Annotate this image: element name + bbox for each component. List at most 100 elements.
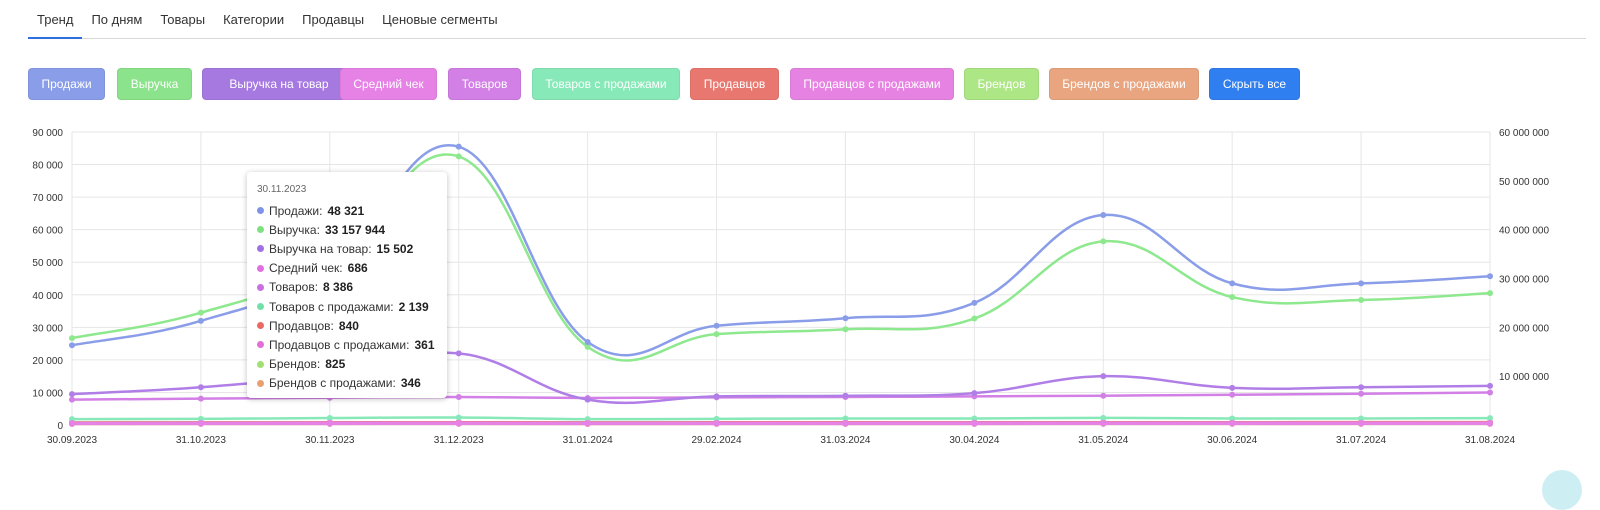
y-left-tick-label: 70 000: [32, 193, 63, 204]
series-dot-icon: [257, 341, 264, 348]
tooltip-value: 48 321: [327, 204, 364, 218]
tooltip-label: Товаров с продажами:: [269, 300, 394, 314]
tooltip-value: 33 157 944: [325, 223, 385, 237]
tooltip-label: Продавцов с продажами:: [269, 338, 409, 352]
tooltip-row: Выручка на товар:15 502: [257, 239, 437, 258]
tooltip-label: Товаров:: [269, 280, 318, 294]
data-point: [842, 420, 848, 426]
series-dot-icon: [257, 284, 264, 291]
data-point: [1358, 384, 1364, 390]
data-point: [198, 318, 204, 324]
tooltip-row: Товаров: 8 386: [257, 278, 437, 297]
series-dot-icon: [257, 361, 264, 368]
x-tick-label: 31.05.2024: [1078, 435, 1128, 446]
data-point: [1487, 273, 1493, 279]
series-dot-icon: [257, 245, 264, 252]
data-point: [69, 391, 75, 397]
series-dot-icon: [257, 265, 264, 272]
y-right-tick-label: 30 000 000: [1499, 275, 1549, 286]
series-dot-icon: [257, 380, 264, 387]
data-point: [69, 342, 75, 348]
x-tick-label: 31.07.2024: [1336, 435, 1386, 446]
data-point: [198, 420, 204, 426]
data-point: [69, 335, 75, 341]
data-point: [456, 153, 462, 159]
tooltip-label: Средний чек:: [269, 261, 343, 275]
x-tick-label: 30.06.2024: [1207, 435, 1257, 446]
tooltip-value: 8 386: [323, 280, 353, 294]
data-point: [971, 420, 977, 426]
data-point: [1100, 420, 1106, 426]
data-point: [971, 390, 977, 396]
y-left-tick-label: 50 000: [32, 258, 63, 269]
data-point: [842, 326, 848, 332]
data-point: [714, 393, 720, 399]
data-point: [198, 384, 204, 390]
data-point: [69, 420, 75, 426]
series-dot-icon: [257, 303, 264, 310]
data-point: [1100, 212, 1106, 218]
y-left-tick-label: 60 000: [32, 226, 63, 237]
tooltip-row: Продажи: 48 321: [257, 201, 437, 220]
data-point: [198, 310, 204, 316]
y-right-tick-label: 60 000 000: [1499, 128, 1549, 139]
data-point: [1487, 420, 1493, 426]
series-dot-icon: [257, 226, 264, 233]
data-point: [456, 144, 462, 150]
data-point: [1100, 238, 1106, 244]
tooltip-value: 825: [325, 357, 345, 371]
chat-bubble-icon[interactable]: [1542, 470, 1582, 510]
data-point: [1487, 383, 1493, 389]
tooltip-row: Средний чек: 686: [257, 259, 437, 278]
data-point: [1229, 294, 1235, 300]
x-tick-label: 31.03.2024: [820, 435, 870, 446]
series-dot-icon: [257, 207, 264, 214]
data-point: [1229, 280, 1235, 286]
y-left-tick-label: 20 000: [32, 356, 63, 367]
series-dot-icon: [257, 322, 264, 329]
data-point: [456, 350, 462, 356]
tooltip-row: Выручка:33 157 944: [257, 220, 437, 239]
data-point: [1100, 393, 1106, 399]
data-point: [198, 396, 204, 402]
data-point: [1229, 420, 1235, 426]
data-point: [1487, 290, 1493, 296]
y-right-tick-label: 20 000 000: [1499, 323, 1549, 334]
data-point: [842, 393, 848, 399]
tooltip-value: 2 139: [399, 300, 429, 314]
data-point: [1358, 391, 1364, 397]
tooltip-label: Выручка на товар:: [269, 242, 372, 256]
y-left-tick-label: 10 000: [32, 388, 63, 399]
tooltip-row: Брендов:825: [257, 355, 437, 374]
data-point: [456, 415, 462, 421]
data-point: [714, 331, 720, 337]
data-point: [456, 420, 462, 426]
data-point: [971, 300, 977, 306]
data-point: [1100, 373, 1106, 379]
tooltip-value: 361: [414, 338, 434, 352]
tooltip-label: Продажи:: [269, 204, 322, 218]
tooltip-row: Брендов с продажами:346: [257, 374, 437, 393]
y-left-tick-label: 90 000: [32, 128, 63, 139]
data-point: [714, 420, 720, 426]
x-tick-label: 29.02.2024: [692, 435, 742, 446]
x-tick-label: 31.10.2023: [176, 435, 226, 446]
tooltip-value: 686: [348, 261, 368, 275]
data-point: [69, 397, 75, 403]
tooltip-row: Товаров с продажами: 2 139: [257, 297, 437, 316]
y-left-tick-label: 30 000: [32, 323, 63, 334]
data-point: [1358, 420, 1364, 426]
tooltip-row: Продавцов с продажами: 361: [257, 335, 437, 354]
data-point: [842, 315, 848, 321]
data-point: [585, 397, 591, 403]
tooltip-row: Продавцов:840: [257, 316, 437, 335]
tooltip-value: 840: [339, 319, 359, 333]
y-left-tick-label: 0: [57, 421, 63, 432]
data-point: [971, 316, 977, 322]
y-right-tick-label: 50 000 000: [1499, 177, 1549, 188]
x-tick-label: 30.09.2023: [47, 435, 97, 446]
data-point: [1229, 385, 1235, 391]
